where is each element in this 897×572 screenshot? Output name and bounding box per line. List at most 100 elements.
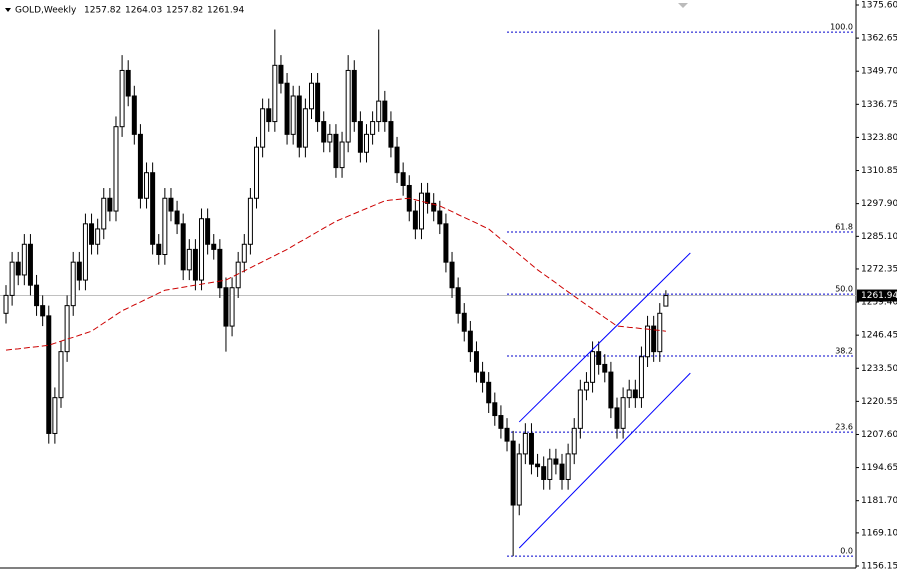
ohlc-low: 1257.82 [166,6,203,16]
y-tick-label: 1181.70 [861,496,897,506]
candle-body [229,287,235,327]
candle-body [211,243,217,250]
candle-body [284,82,290,135]
candle-body [541,466,547,480]
candle-body [125,69,131,97]
candle-body [376,100,382,123]
candle-body [137,133,143,199]
candle-body [535,463,541,468]
candle-body [614,407,620,429]
candle-body [437,210,443,225]
candle-body [528,432,534,465]
candle-body [571,427,577,455]
candle-body [327,133,333,143]
candle-body [119,69,125,128]
candle-body [351,69,357,123]
candle-body [425,192,431,204]
candle-body [553,458,559,465]
ohlc-open: 1257.82 [84,6,121,16]
y-tick-label: 1194.65 [861,463,897,473]
candle-body [46,315,52,434]
candle-body [657,312,663,353]
candle-body [596,351,602,365]
candle-body [302,108,308,148]
candle-body [510,440,516,506]
y-tick-label: 1220.55 [861,397,897,407]
candle-body [620,397,626,429]
plot: 100.0 61.8 50.0 38.2 23.6 0.0 [0,23,856,557]
candle-body [278,64,284,84]
candle-body [608,371,614,409]
candle-body [559,463,565,480]
candle-body [144,172,150,199]
y-tick-label: 1323.80 [861,133,897,143]
candle-body [40,305,46,317]
candle-body [192,248,198,281]
channel-line [518,372,691,549]
candle-body [272,64,278,123]
candle-body [473,351,479,373]
y-tick-label: 1233.50 [861,364,897,374]
candle-body [321,121,327,143]
candle-body [315,82,321,123]
y-tick-label: 1375.60 [861,1,897,11]
candle-body [58,351,64,399]
candle-body [150,172,156,245]
candle-body [9,261,15,296]
y-tick-label: 1156.15 [861,562,897,572]
moving-average [5,197,666,351]
candle-body [52,397,58,434]
candle-body [394,146,400,174]
fib-label: 23.6 [835,423,853,432]
candle-body [480,371,486,383]
candle-body [443,223,449,263]
candle-body [492,402,498,417]
candle-body [70,261,76,307]
candle-body [205,218,211,245]
fib-label: 38.2 [835,346,853,355]
candle-body [602,363,608,373]
candle-body [363,133,369,153]
candle-body [431,202,437,212]
candle-body [15,261,21,276]
y-tick-label: 1246.45 [861,331,897,341]
candle-body [583,381,589,391]
y-tick-label: 1259.40 [861,298,897,308]
candle-body [467,330,473,353]
y-tick-label: 1297.90 [861,199,897,209]
candle-body [345,69,351,143]
y-tick-label: 1362.65 [861,34,897,44]
candle-body [223,287,229,327]
candle-body [370,121,376,135]
candle-body [64,305,70,353]
candle-body [254,146,260,199]
candle-body [400,172,406,186]
candle-body [156,243,162,256]
fib-label: 100.0 [830,23,853,32]
chart-title: GOLD,Weekly [15,6,77,16]
candle-body [357,121,363,153]
price-box-label: 1261.94 [861,291,897,301]
candle-body [309,82,314,110]
candle-body [131,95,137,135]
candle-body [590,351,596,383]
candle-body [645,325,651,358]
candle-body [449,261,455,289]
candle-body [21,243,27,276]
candle-body [34,284,40,307]
candle-body [461,312,467,332]
y-tick-label: 1349.70 [861,67,897,77]
candle-body [180,223,186,271]
candle-body [3,294,9,314]
title-arrow [5,8,11,12]
candle-body [82,223,88,281]
candle-body [455,287,461,314]
candle-body [663,295,669,307]
candle-body [339,141,345,169]
candle-body [162,197,168,256]
candle-body [565,453,571,480]
candle-body [382,100,388,123]
candle-body [260,108,266,148]
